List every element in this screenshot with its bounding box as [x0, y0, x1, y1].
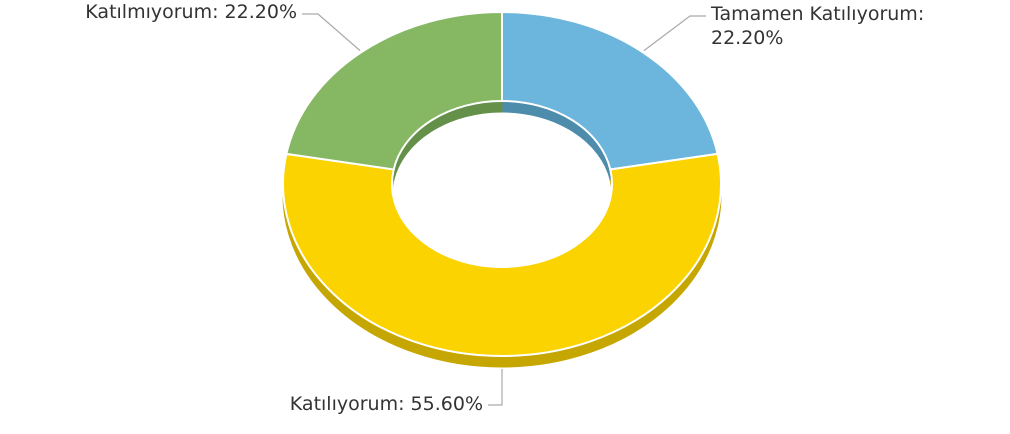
leader-line	[302, 13, 361, 52]
label-separator: :	[918, 3, 930, 25]
label-name: Katılıyorum	[290, 393, 398, 415]
label-separator: :	[212, 1, 224, 23]
label-value: 22.20%	[225, 1, 297, 23]
label-name: Katılmıyorum	[85, 1, 212, 23]
leader-line	[488, 369, 503, 406]
label-value: 22.20%	[711, 27, 783, 49]
slice-label: Katılmıyorum: 22.20%	[85, 1, 297, 23]
slice	[501, 10, 719, 171]
leader-line	[643, 15, 706, 52]
label-name: Tamamen Katılıyorum	[710, 3, 918, 25]
slice	[282, 152, 722, 357]
slice	[285, 10, 503, 171]
slice-label: Katılıyorum: 55.60%	[290, 393, 483, 415]
label-separator: :	[398, 393, 410, 415]
label-value: 55.60%	[411, 393, 483, 415]
slice-label: Tamamen Katılıyorum: 22.20%	[710, 3, 930, 49]
